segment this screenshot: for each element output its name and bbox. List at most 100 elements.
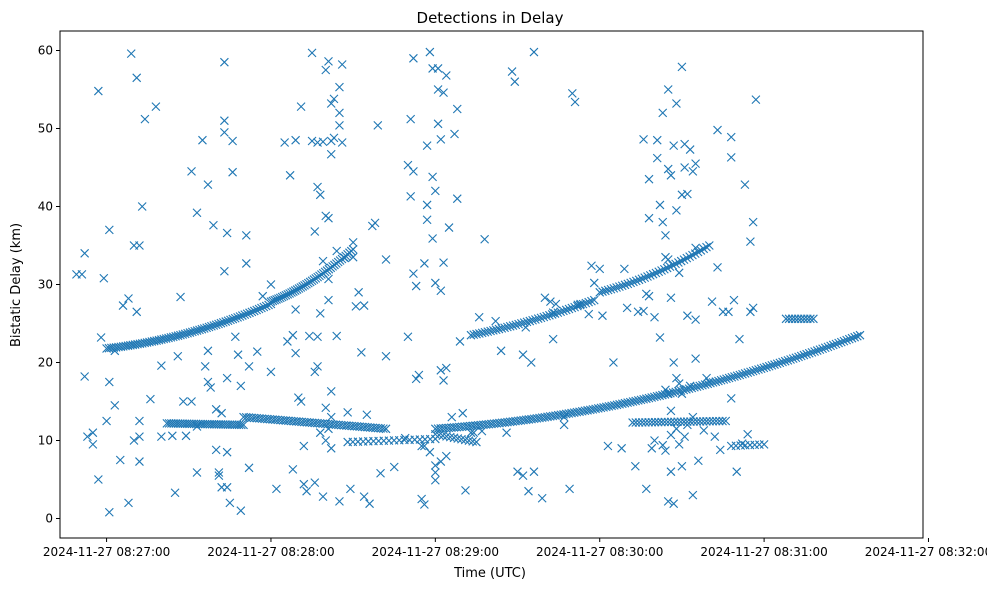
data-point xyxy=(187,167,196,176)
data-point xyxy=(140,114,150,124)
data-point xyxy=(307,48,317,58)
data-point xyxy=(436,286,446,296)
data-point xyxy=(93,475,103,484)
data-point xyxy=(691,315,700,324)
data-point xyxy=(356,347,366,357)
track-marker xyxy=(727,372,737,382)
track-marker xyxy=(804,348,814,358)
data-point xyxy=(441,451,451,461)
track-marker xyxy=(486,326,495,336)
data-point xyxy=(222,447,232,457)
data-point xyxy=(422,215,432,225)
track-marker xyxy=(531,315,540,324)
track-marker xyxy=(634,418,644,427)
track-marker xyxy=(696,246,706,255)
data-point xyxy=(373,120,383,130)
track-marker xyxy=(637,274,647,284)
track-marker xyxy=(598,287,607,296)
track-marker xyxy=(540,412,550,422)
data-point xyxy=(677,461,687,471)
data-point xyxy=(104,377,114,387)
data-point xyxy=(576,299,585,309)
track-marker xyxy=(438,431,448,441)
data-point xyxy=(272,484,281,494)
data-point xyxy=(222,482,232,492)
data-point xyxy=(529,47,539,57)
data-point xyxy=(302,486,311,496)
track-marker xyxy=(457,434,466,444)
data-point xyxy=(414,370,424,380)
data-point xyxy=(313,182,322,192)
track-marker xyxy=(669,417,679,427)
data-point xyxy=(715,445,725,455)
data-point xyxy=(192,208,202,218)
data-point xyxy=(688,490,698,500)
track-marker xyxy=(209,321,219,330)
chart-title: Detections in Delay xyxy=(417,9,564,27)
x-tick-label: 2024-11-27 08:28:00 xyxy=(207,545,334,559)
data-point xyxy=(441,71,451,80)
track-marker xyxy=(620,398,630,408)
data-point xyxy=(178,397,188,406)
y-tick-label: 30 xyxy=(38,278,53,292)
track-marker xyxy=(759,440,769,449)
data-point xyxy=(129,436,139,445)
data-point xyxy=(304,331,314,341)
data-point xyxy=(644,291,654,301)
data-point xyxy=(663,389,673,399)
track-marker xyxy=(644,417,654,427)
track-marker xyxy=(805,314,815,324)
data-point xyxy=(324,213,333,223)
data-point xyxy=(417,494,427,504)
track-marker xyxy=(628,397,638,406)
track-marker xyxy=(738,369,747,379)
track-marker xyxy=(223,316,233,326)
data-point xyxy=(209,220,218,230)
data-point xyxy=(206,383,216,392)
track-marker xyxy=(381,424,391,434)
track-marker xyxy=(221,317,231,326)
track-marker xyxy=(612,283,621,292)
data-point xyxy=(315,308,325,318)
data-point xyxy=(513,467,522,477)
data-point xyxy=(192,422,202,431)
track-marker xyxy=(596,403,606,413)
track-marker xyxy=(612,400,622,410)
track-marker xyxy=(810,347,819,356)
track-marker xyxy=(623,279,633,289)
track-marker xyxy=(815,345,825,355)
data-point xyxy=(321,436,331,445)
data-point xyxy=(551,299,561,309)
data-point xyxy=(236,381,246,391)
track-marker xyxy=(702,242,711,252)
track-marker xyxy=(500,323,509,333)
data-point xyxy=(669,141,679,151)
data-point xyxy=(655,200,665,210)
data-point xyxy=(102,416,111,426)
track-marker xyxy=(236,420,246,430)
track-marker xyxy=(764,361,774,371)
data-point xyxy=(329,133,339,143)
track-marker xyxy=(600,286,610,296)
data-point xyxy=(587,261,596,271)
data-point xyxy=(737,439,747,449)
y-tick-label: 60 xyxy=(38,44,53,58)
track-marker xyxy=(604,401,614,411)
data-point xyxy=(699,425,709,435)
track-marker xyxy=(556,307,566,317)
track-marker xyxy=(587,296,596,306)
track-marker xyxy=(826,341,835,351)
track-marker xyxy=(199,324,209,333)
data-point xyxy=(359,301,369,310)
track-marker xyxy=(676,386,686,396)
x-tick-label: 2024-11-27 08:27:00 xyxy=(43,545,170,559)
track-marker xyxy=(502,322,512,332)
track-marker xyxy=(488,325,498,335)
track-marker xyxy=(585,405,595,415)
track-marker xyxy=(603,285,613,295)
track-marker xyxy=(553,410,563,420)
data-point xyxy=(348,237,358,247)
data-point xyxy=(80,372,90,381)
data-point xyxy=(702,373,711,383)
track-marker xyxy=(202,323,212,333)
